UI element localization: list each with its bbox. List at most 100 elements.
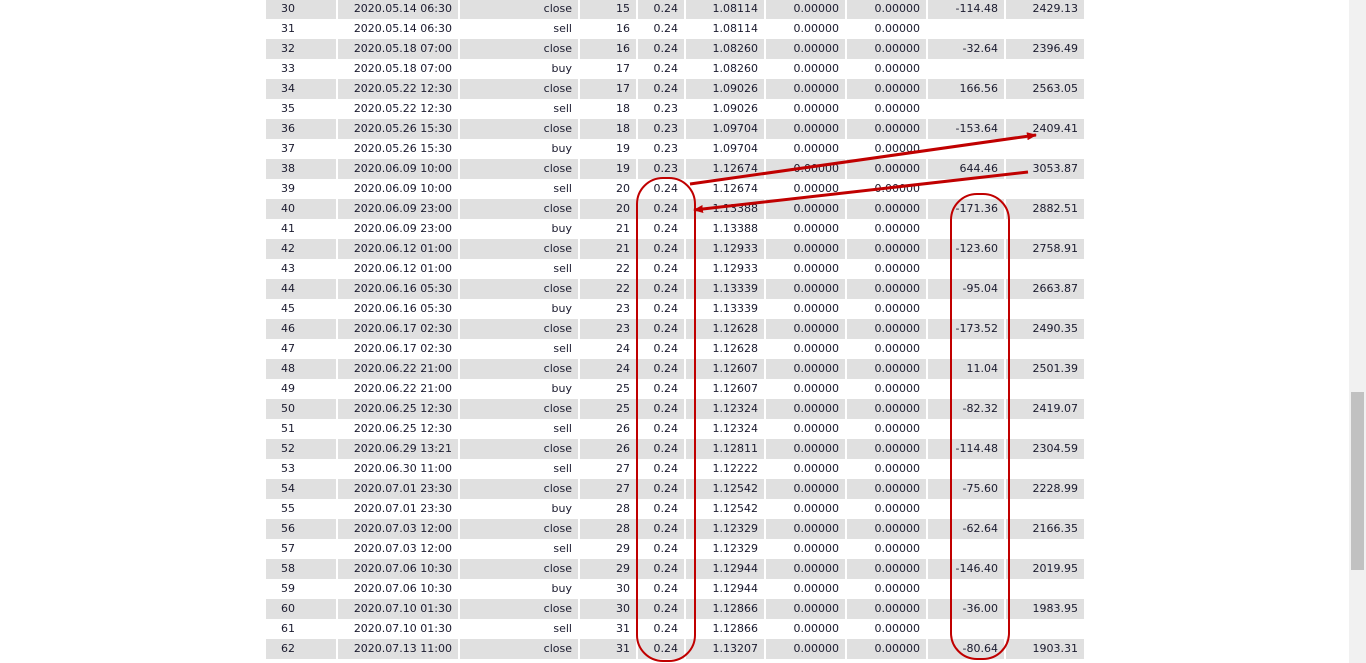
take-profit-cell: 0.00000 <box>874 182 921 195</box>
time-cell: 2020.05.22 12:30 <box>353 102 452 115</box>
stop-loss-cell: 0.00000 <box>793 262 840 275</box>
lots-cell: 0.24 <box>638 319 684 339</box>
row-number-cell: 46 <box>266 319 336 339</box>
profit-cell: -80.64 <box>928 639 1004 659</box>
profit-cell: -114.48 <box>928 439 1004 459</box>
order-cell: 21 <box>580 239 636 259</box>
time-cell: 2020.06.25 12:30 <box>338 399 458 419</box>
balance-cell <box>1006 259 1084 279</box>
stop-loss-cell: 0.00000 <box>766 399 845 419</box>
table-row: 34 2020.05.22 12:30 close 17 0.24 1.09026 0.00… <box>266 79 1084 99</box>
price-cell: 1.09026 <box>686 79 764 99</box>
order-cell: 26 <box>580 439 636 459</box>
table-row: 55 2020.07.01 23:30 buy 28 0.24 1.12542 0.0000… <box>266 499 1084 519</box>
row-number-cell: 52 <box>266 439 336 459</box>
order-cell: 23 <box>616 302 630 315</box>
price-cell: 1.08260 <box>712 62 759 75</box>
lots-cell: 0.24 <box>653 462 679 475</box>
type-cell: close <box>460 119 578 139</box>
profit-cell <box>928 419 1004 439</box>
time-cell: 2020.06.25 12:30 <box>353 422 452 435</box>
price-cell: 1.09704 <box>686 119 764 139</box>
type-cell: close <box>460 319 578 339</box>
time-cell: 2020.06.16 05:30 <box>338 279 458 299</box>
lots-cell: 0.24 <box>653 302 679 315</box>
order-cell: 29 <box>580 559 636 579</box>
row-number-cell: 59 <box>281 582 295 595</box>
type-cell: close <box>460 479 578 499</box>
take-profit-cell: 0.00000 <box>874 342 921 355</box>
stop-loss-cell: 0.00000 <box>766 119 845 139</box>
balance-cell: 2409.41 <box>1006 119 1084 139</box>
type-cell: close <box>460 399 578 419</box>
type-cell: buy <box>551 302 572 315</box>
row-number-cell: 56 <box>266 519 336 539</box>
stop-loss-cell: 0.00000 <box>766 639 845 659</box>
order-cell: 17 <box>580 79 636 99</box>
row-number-cell: 44 <box>266 279 336 299</box>
balance-cell <box>1006 219 1084 239</box>
take-profit-cell: 0.00000 <box>874 502 921 515</box>
profit-cell: -75.60 <box>928 479 1004 499</box>
type-cell: sell <box>553 462 572 475</box>
order-cell: 29 <box>616 542 630 555</box>
time-cell: 2020.06.09 10:00 <box>353 182 452 195</box>
lots-cell: 0.24 <box>638 639 684 659</box>
take-profit-cell: 0.00000 <box>874 222 921 235</box>
row-number-cell: 61 <box>281 622 295 635</box>
row-number-cell: 35 <box>281 102 295 115</box>
table-row: 33 2020.05.18 07:00 buy 17 0.24 1.08260 0.0000… <box>266 59 1084 79</box>
lots-cell: 0.24 <box>653 582 679 595</box>
row-number-cell: 55 <box>281 502 295 515</box>
type-cell: sell <box>553 102 572 115</box>
row-number-cell: 48 <box>266 359 336 379</box>
stop-loss-cell: 0.00000 <box>793 342 840 355</box>
balance-cell: 2501.39 <box>1006 359 1084 379</box>
balance-cell <box>1006 339 1084 359</box>
row-number-cell: 43 <box>281 262 295 275</box>
take-profit-cell: 0.00000 <box>847 599 926 619</box>
lots-cell: 0.24 <box>638 39 684 59</box>
row-number-cell: 41 <box>281 222 295 235</box>
type-cell: sell <box>553 542 572 555</box>
time-cell: 2020.05.26 15:30 <box>338 119 458 139</box>
type-cell: close <box>460 199 578 219</box>
row-number-cell: 45 <box>281 302 295 315</box>
lots-cell: 0.24 <box>653 342 679 355</box>
price-cell: 1.08114 <box>686 0 764 19</box>
time-cell: 2020.06.16 05:30 <box>353 302 452 315</box>
order-cell: 28 <box>616 502 630 515</box>
time-cell: 2020.05.18 07:00 <box>338 39 458 59</box>
type-cell: close <box>460 639 578 659</box>
price-cell: 1.12674 <box>686 159 764 179</box>
stop-loss-cell: 0.00000 <box>793 422 840 435</box>
profit-cell: -153.64 <box>928 119 1004 139</box>
balance-cell: 2304.59 <box>1006 439 1084 459</box>
table-row: 59 2020.07.06 10:30 buy 30 0.24 1.12944 0.0000… <box>266 579 1084 599</box>
lots-cell: 0.24 <box>653 502 679 515</box>
price-cell: 1.09026 <box>712 102 759 115</box>
stop-loss-cell: 0.00000 <box>766 599 845 619</box>
table-row: 40 2020.06.09 23:00 close 20 0.24 1.13388 0.00… <box>266 199 1084 219</box>
profit-cell <box>928 499 1004 519</box>
row-number-cell: 57 <box>281 542 295 555</box>
price-cell: 1.12866 <box>712 622 759 635</box>
order-cell: 15 <box>580 0 636 19</box>
order-cell: 22 <box>616 262 630 275</box>
order-cell: 20 <box>580 199 636 219</box>
take-profit-cell: 0.00000 <box>847 199 926 219</box>
row-number-cell: 50 <box>266 399 336 419</box>
balance-cell <box>1006 459 1084 479</box>
price-cell: 1.13388 <box>712 222 759 235</box>
scrollbar-thumb[interactable] <box>1351 392 1364 570</box>
balance-cell: 1983.95 <box>1006 599 1084 619</box>
vertical-scrollbar[interactable] <box>1349 0 1366 663</box>
table-row: 42 2020.06.12 01:00 close 21 0.24 1.12933 0.00… <box>266 239 1084 259</box>
lots-cell: 0.24 <box>638 399 684 419</box>
profit-cell <box>928 299 1004 319</box>
profit-cell <box>928 539 1004 559</box>
take-profit-cell: 0.00000 <box>874 582 921 595</box>
lots-cell: 0.23 <box>653 142 679 155</box>
balance-cell <box>1006 299 1084 319</box>
table-row: 35 2020.05.22 12:30 sell 18 0.23 1.09026 0.000… <box>266 99 1084 119</box>
